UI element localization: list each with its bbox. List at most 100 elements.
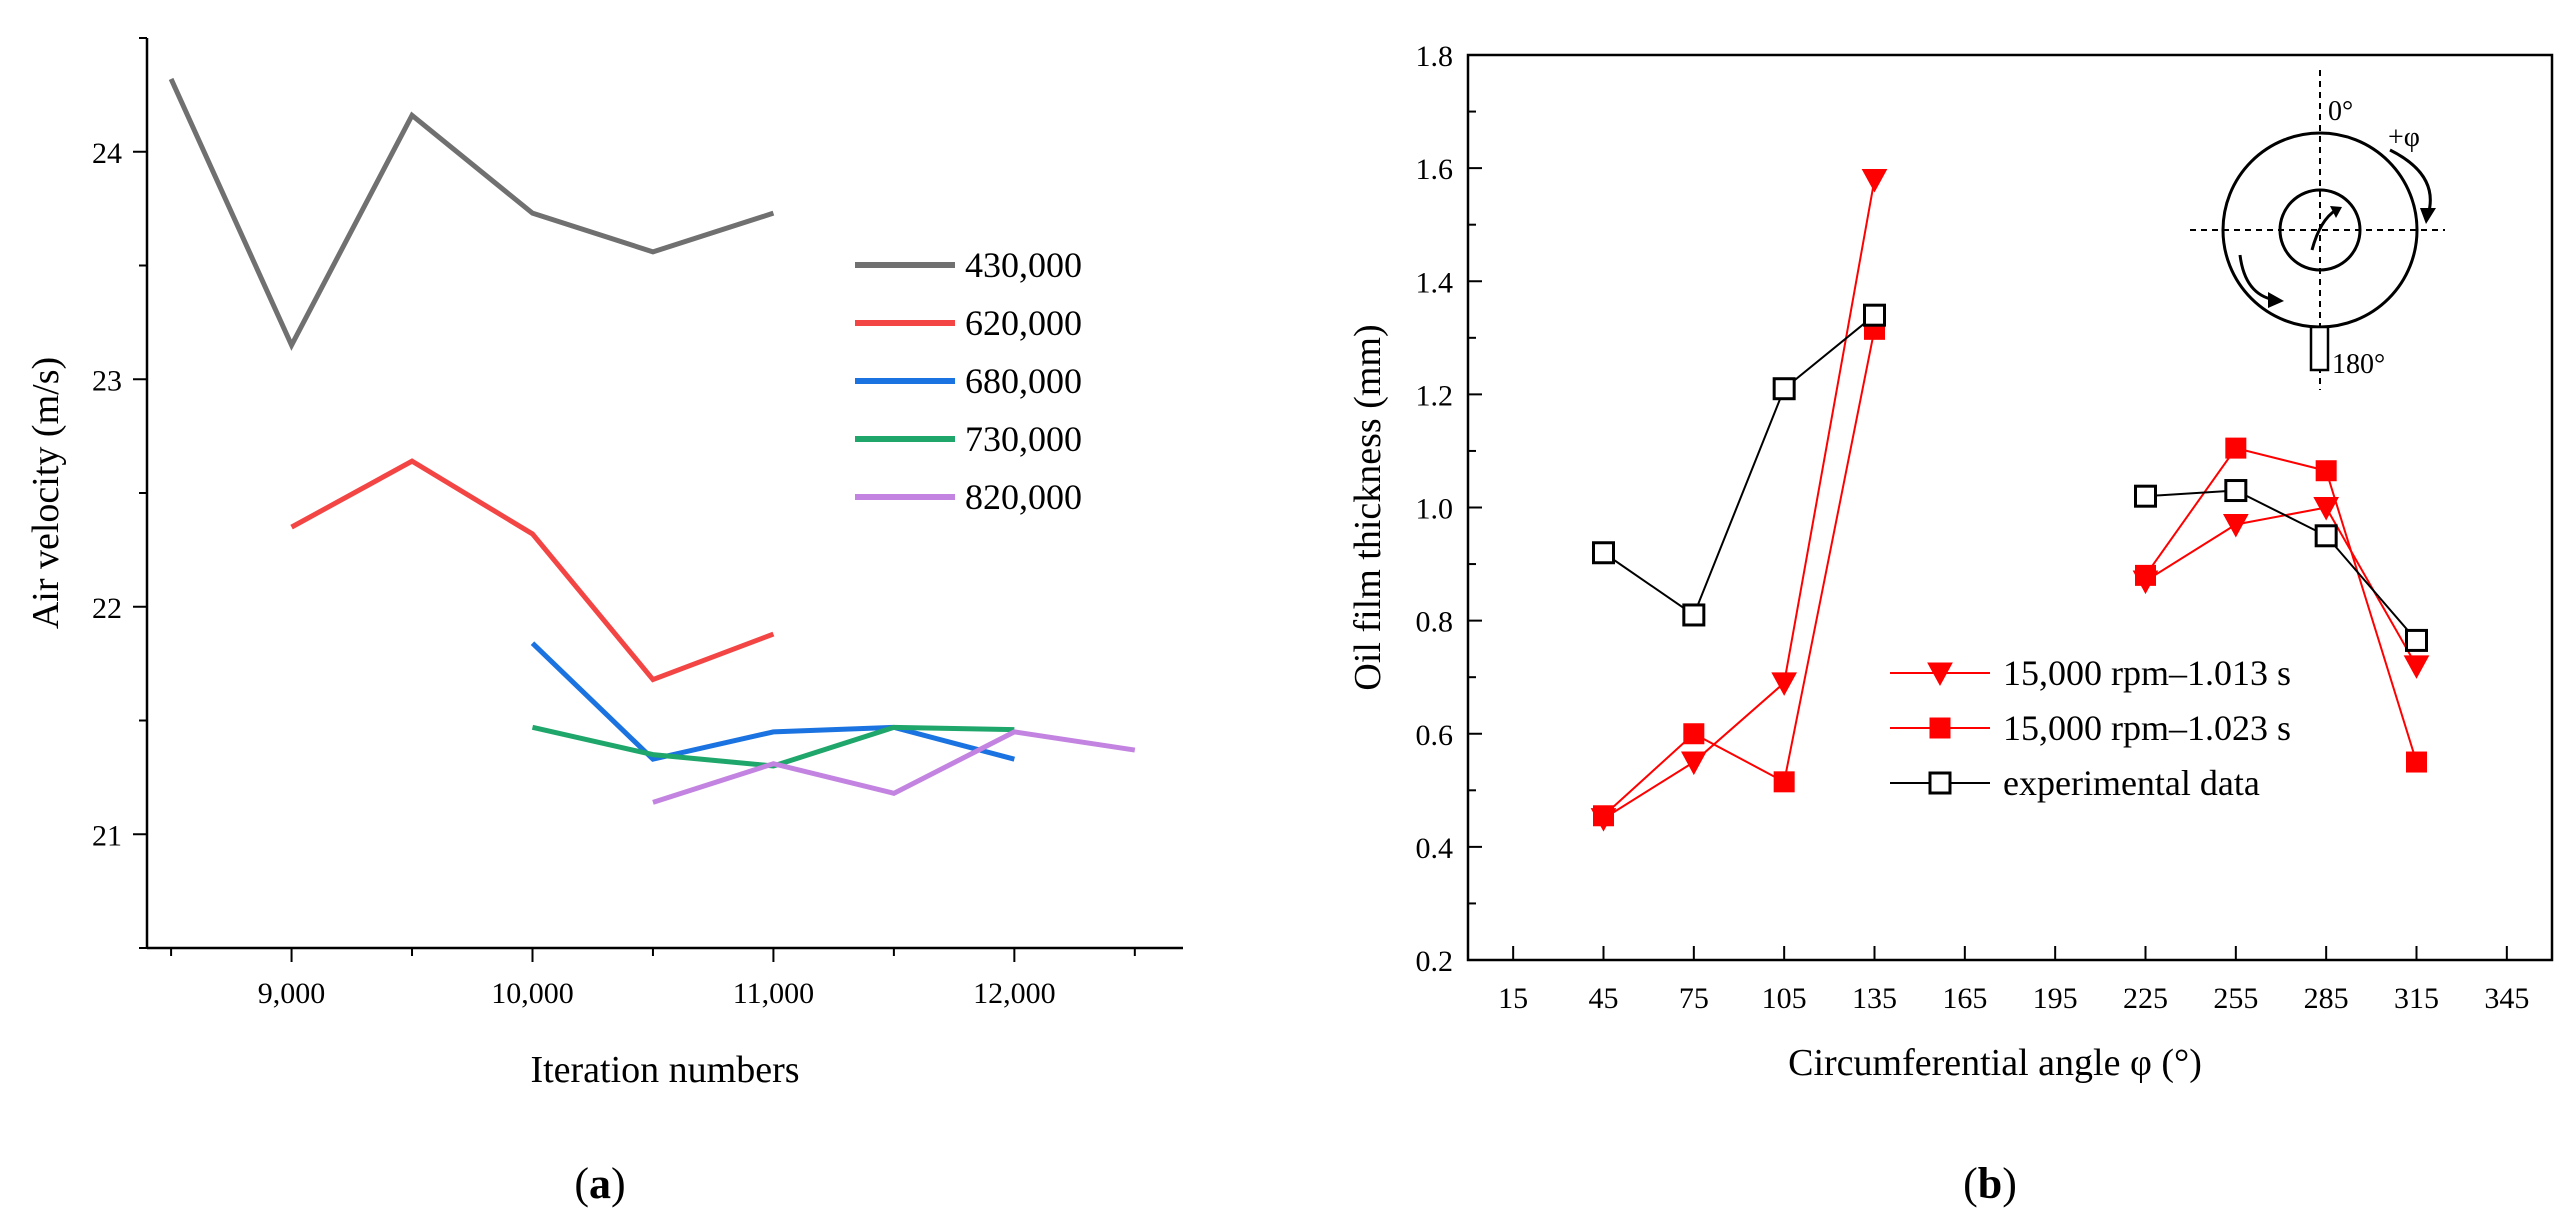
panel-b-series-line-experimental [2145, 489, 2418, 642]
panel-b-point-sim-1023 [2225, 437, 2247, 459]
panel-b-x-axis-label: Circumferential angle φ (°) [1788, 1042, 2202, 1084]
panel-b-y-tick-label: 1.2 [1416, 379, 1454, 412]
panel-b-label-close: ) [2002, 1159, 2017, 1208]
panel-b-point-sim-1023 [1683, 723, 1705, 745]
panel-a-label: (a) [574, 1159, 625, 1208]
panel-b-point-sim-1013 [2403, 655, 2430, 679]
panel-b-point-sim-1013 [2313, 497, 2340, 521]
panel-a-y-tick-label: 22 [92, 592, 122, 625]
panel-b-y-tick-label: 1.4 [1416, 266, 1454, 299]
panel-a-y-axis: 21 22 23 24 [92, 37, 149, 949]
panel-b-point-sim-1023 [2406, 751, 2427, 773]
panel-b-y-tick-label: 0.8 [1416, 606, 1454, 639]
panel-b-series-line-sim-1013 [1602, 179, 1876, 820]
panel-b-x-tick-label: 315 [2394, 982, 2439, 1015]
panel-b-y-tick-label: 0.2 [1416, 945, 1454, 978]
panel-b-x-tick-label: 165 [1942, 982, 1987, 1015]
panel-b-legend-marker [1927, 662, 1953, 687]
panel-b-label-open: ( [1963, 1159, 1978, 1208]
inset-zero-degree-label: 0° [2328, 96, 2353, 127]
panel-a-y-axis-label: Air velocity (m/s) [25, 357, 67, 629]
panel-a-series-group [168, 77, 1136, 805]
panel-b-x-tick-label: 195 [2033, 982, 2078, 1015]
panel-b-label-letter: b [1978, 1159, 2002, 1208]
panel-b-point-experimental [2314, 524, 2338, 548]
panel-a-legend-label: 430,000 [965, 245, 1082, 285]
panel-b-legend-marker [1928, 771, 1952, 795]
panel-a-x-tick-label: 11,000 [733, 977, 814, 1010]
panel-a-x-tick-label: 10,000 [491, 977, 574, 1010]
panel-b-series-group [1590, 168, 2430, 832]
panel-b-x-tick-label: 15 [1498, 982, 1528, 1015]
panel-b-chart: 15 45 75 105 135 165 195 225 255 285 315 345 0.2 0.4… [1347, 40, 2554, 1208]
panel-a-legend: 430,000 620,000 680,000 730,000 820,000 [855, 245, 1082, 517]
panel-b-point-experimental [1863, 303, 1886, 327]
panel-b-x-tick-label: 45 [1589, 982, 1619, 1015]
panel-b-point-sim-1013 [1771, 672, 1798, 696]
panel-b-x-tick-label: 285 [2304, 982, 2349, 1015]
panel-b-y-tick-label: 1.0 [1416, 493, 1454, 526]
sensor-probe [2309, 325, 2330, 372]
panel-b-y-tick-label: 1.6 [1416, 153, 1454, 186]
panel-b-x-axis: 15 45 75 105 135 165 195 225 255 285 315 345 [1498, 946, 2529, 1015]
panel-a-x-axis-label: Iteration numbers [530, 1049, 799, 1091]
panel-b-point-experimental [1772, 377, 1796, 401]
rotation-arrowhead-outer-right [2420, 208, 2436, 224]
panel-a-y-tick-label: 24 [92, 137, 122, 170]
panel-a-y-tick-label: 23 [92, 364, 122, 397]
panel-b-legend-marker [1929, 717, 1951, 739]
panel-b-point-sim-1013 [2222, 513, 2249, 538]
panel-b-y-axis-label: Oil film thickness (mm) [1347, 324, 1389, 690]
panel-b-x-tick-label: 75 [1679, 982, 1709, 1015]
inset-plus-phi-label: +φ [2388, 122, 2420, 153]
panel-a-series-line-680000 [530, 641, 1015, 762]
panel-a-chart: 9,000 10,000 11,000 12,000 21 22 23 24 430,000… [25, 37, 1183, 1208]
panel-b-point-experimental [2224, 479, 2248, 503]
panel-b-point-sim-1023 [1773, 771, 1795, 793]
panel-b-point-experimental [1682, 603, 1706, 627]
panel-a-label-open: ( [574, 1159, 589, 1208]
panel-b-series-line-sim-1023 [1602, 329, 1876, 817]
panel-b-x-tick-label: 105 [1762, 982, 1807, 1015]
panel-a-label-letter: a [589, 1159, 611, 1208]
panel-b-x-tick-label: 225 [2123, 982, 2168, 1015]
panel-b-point-sim-1023 [2135, 564, 2156, 586]
panel-b-point-experimental [2405, 628, 2428, 652]
panel-b-legend-label: 15,000 rpm–1.013 s [2003, 653, 2291, 693]
panel-b-series-line-experimental [1602, 314, 1876, 617]
panel-a-legend-label: 730,000 [965, 419, 1082, 459]
panel-b-label: (b) [1963, 1159, 2017, 1208]
panel-a-x-tick-label: 12,000 [973, 977, 1056, 1010]
panel-b-x-tick-label: 135 [1852, 982, 1897, 1015]
panel-b-plot-frame [1466, 53, 2554, 962]
rotation-arrowhead-outer-left [2268, 292, 2284, 308]
inset-180-degree-label: 180° [2332, 349, 2385, 380]
panel-b-x-tick-label: 255 [2213, 982, 2258, 1015]
panel-b-y-tick-label: 1.8 [1416, 40, 1454, 73]
panel-a-x-tick-label: 9,000 [258, 977, 326, 1010]
panel-b-point-sim-1023 [1593, 805, 1614, 827]
panel-a-series-line-430000 [168, 77, 775, 351]
panel-a-y-tick-label: 21 [92, 819, 122, 852]
panel-a-x-axis: 9,000 10,000 11,000 12,000 [147, 946, 1183, 1010]
panel-b-legend: 15,000 rpm–1.013 s 15,000 rpm–1.023 s expe… [1890, 653, 2291, 803]
panel-a-legend-label: 820,000 [965, 477, 1082, 517]
panel-b-y-axis: 0.2 0.4 0.6 0.8 1.0 1.2 1.4 1.6 1.8 [1416, 40, 1482, 978]
panel-b-point-sim-1023 [2315, 460, 2337, 482]
panel-b-point-experimental [1592, 541, 1615, 565]
panel-b-point-experimental [2134, 484, 2157, 508]
panel-b-point-sim-1013 [1680, 751, 1707, 776]
panel-b-series-line-sim-1013 [2144, 506, 2418, 667]
panel-b-series-line-sim-1023 [2144, 446, 2418, 763]
bearing-schematic-inset: 0° +φ 180° [2190, 70, 2445, 390]
panel-a-series-line-620000 [290, 458, 775, 683]
rotation-arrowhead-inner [2330, 206, 2342, 218]
panel-b-y-tick-label: 0.6 [1416, 719, 1454, 752]
panel-b-legend-label: experimental data [2003, 763, 2260, 803]
panel-a-label-close: ) [611, 1159, 626, 1208]
panel-b-legend-label: 15,000 rpm–1.023 s [2003, 708, 2291, 748]
panel-b-y-tick-label: 0.4 [1416, 832, 1454, 865]
rotation-arrow-outer-right [2389, 148, 2432, 216]
panel-a-series-line-820000 [652, 729, 1136, 805]
